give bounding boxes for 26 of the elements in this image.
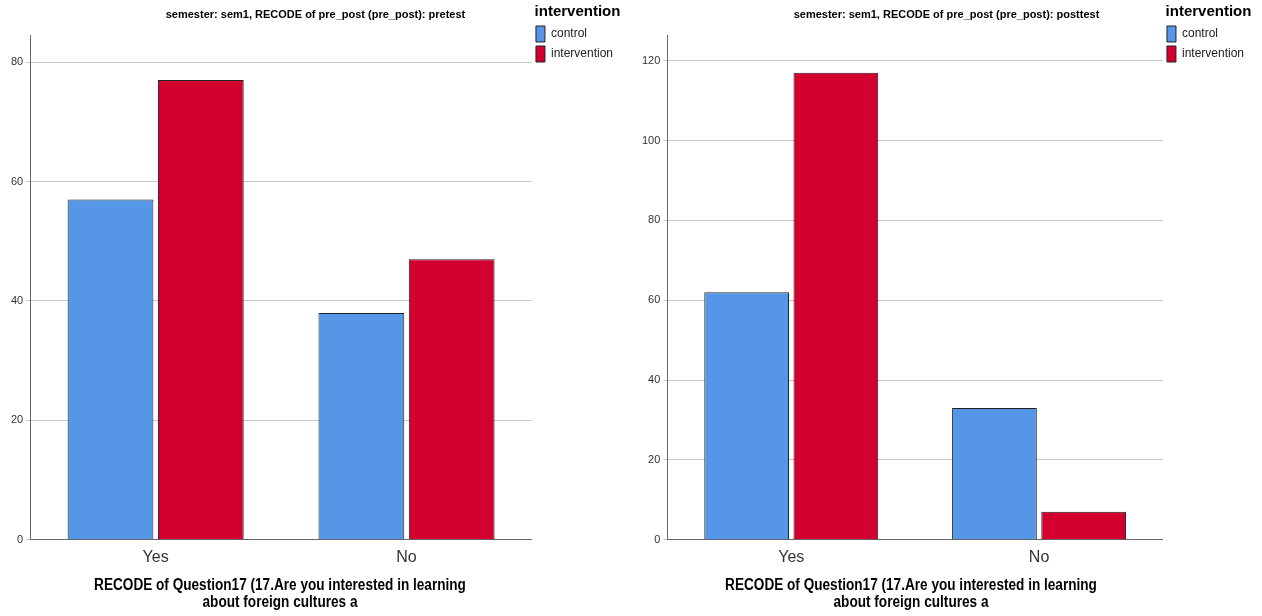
legend-title: intervention <box>534 1 621 19</box>
y-tick-label: 60 <box>648 293 661 306</box>
y-tick-label: 80 <box>648 213 661 226</box>
y-tick-label: 40 <box>10 293 24 306</box>
legend-label: intervention <box>550 46 614 61</box>
chart-title: semester: sem1, RECODE of pre_post (pre_post): posttest <box>793 7 1100 20</box>
legend-label: control <box>550 26 587 41</box>
y-tick-label: 0 <box>654 532 661 545</box>
legend-label: intervention <box>1181 46 1245 61</box>
y-tick-label: 120 <box>641 53 661 66</box>
y-tick-label: 60 <box>10 174 24 187</box>
x-tick-label: No <box>1028 547 1050 565</box>
x-tick-label: Yes <box>142 547 169 565</box>
x-axis-title: RECODE of Question17 (17.Are you interested in learning about foreign cultures a <box>724 576 1098 610</box>
y-tick-label: 20 <box>648 452 661 465</box>
y-tick-label: 0 <box>17 532 24 545</box>
x-tick-label: No <box>396 547 417 565</box>
y-tick-label: 40 <box>648 373 661 386</box>
y-tick-label: 100 <box>641 133 661 146</box>
chart-title: semester: sem1, RECODE of pre_post (pre_post): pretest <box>165 7 466 20</box>
y-tick-label: 20 <box>10 413 24 426</box>
x-tick-label: Yes <box>778 547 805 565</box>
y-tick-label: 80 <box>10 55 24 68</box>
legend-title: intervention <box>1165 1 1252 19</box>
x-axis-title: RECODE of Question17 (17.Are you interested in learning about foreign cultures a <box>93 576 467 610</box>
legend-label: control <box>1181 26 1218 41</box>
